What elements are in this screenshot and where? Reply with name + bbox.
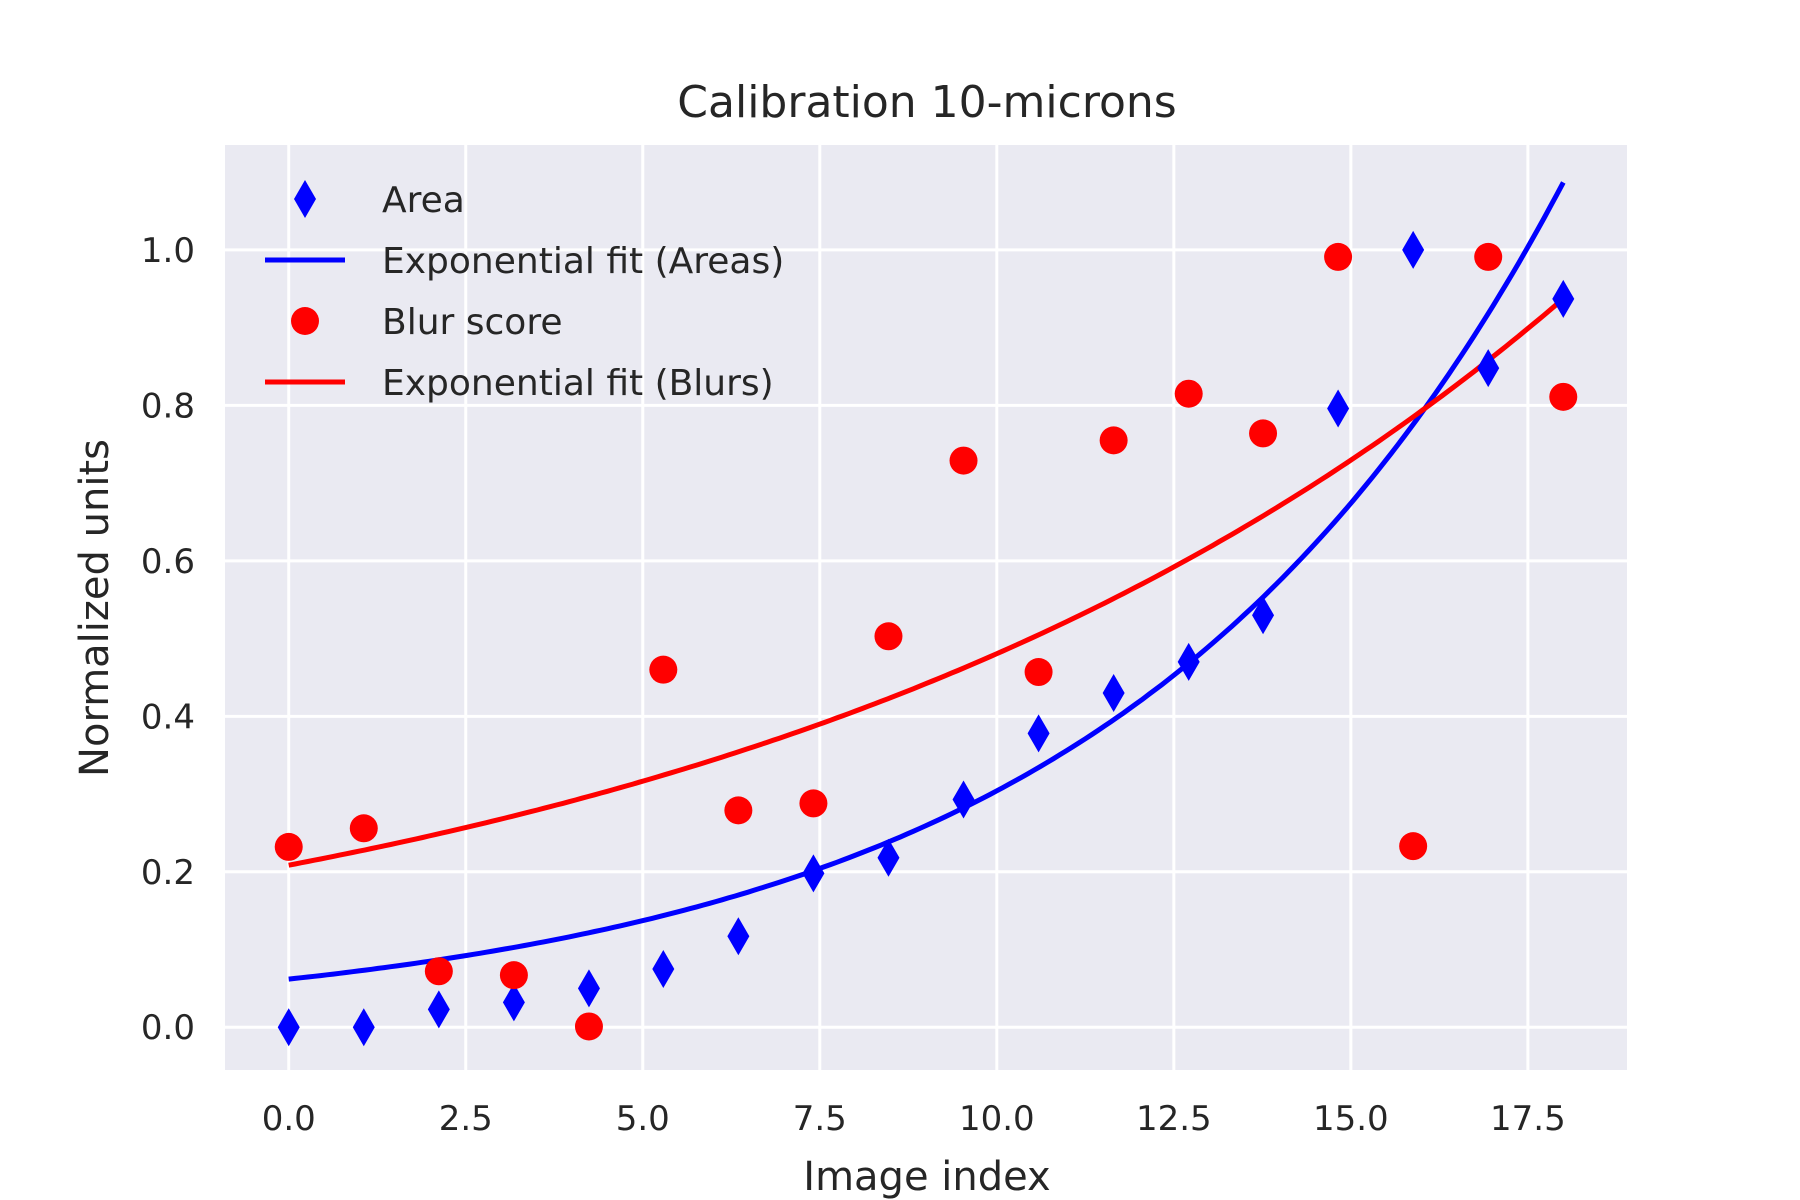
blur-point bbox=[574, 1012, 603, 1041]
area-point bbox=[1027, 714, 1050, 753]
area-point bbox=[1402, 230, 1425, 269]
area-point bbox=[1327, 389, 1350, 428]
blur-point bbox=[874, 622, 903, 651]
blur-point bbox=[1024, 658, 1053, 687]
legend: Area Exponential fit (Areas) Blur score Exp… bbox=[265, 180, 784, 404]
x-tick-label: 5.0 bbox=[616, 1099, 670, 1139]
grid bbox=[225, 145, 1627, 1070]
y-axis-label: Normalized units bbox=[72, 439, 118, 777]
blur-point bbox=[349, 814, 378, 843]
area-point bbox=[1477, 349, 1500, 388]
y-tick-label: 0.4 bbox=[141, 697, 195, 737]
blur-point bbox=[1549, 382, 1578, 411]
series-layer bbox=[274, 181, 1578, 1047]
y-tick-label: 0.6 bbox=[141, 542, 195, 582]
y-tick-labels: 0.0 0.2 0.4 0.6 0.8 1.0 bbox=[141, 231, 195, 1048]
blur-point bbox=[424, 957, 453, 986]
x-tick-label: 2.5 bbox=[439, 1099, 493, 1139]
blur-point bbox=[799, 789, 828, 818]
blur-point bbox=[1249, 419, 1278, 448]
area-point bbox=[277, 1008, 300, 1047]
x-tick-labels: 0.0 2.5 5.0 7.5 10.0 12.5 15.0 17.5 bbox=[262, 1099, 1566, 1139]
x-tick-label: 7.5 bbox=[793, 1099, 847, 1139]
x-tick-label: 17.5 bbox=[1490, 1099, 1566, 1139]
blur-point bbox=[949, 446, 978, 475]
legend-label: Exponential fit (Areas) bbox=[382, 241, 784, 282]
area-point bbox=[352, 1008, 375, 1047]
fit-line-ff0000 bbox=[288, 296, 1565, 868]
x-tick-label: 12.5 bbox=[1136, 1099, 1212, 1139]
x-tick-label: 0.0 bbox=[262, 1099, 316, 1139]
area-point bbox=[427, 990, 450, 1029]
area-point bbox=[652, 949, 675, 988]
series-circle bbox=[274, 242, 1578, 1041]
legend-label: Exponential fit (Blurs) bbox=[382, 363, 774, 404]
blur-point bbox=[274, 832, 303, 861]
area-point bbox=[1552, 279, 1575, 318]
area-point bbox=[577, 969, 600, 1008]
area-point bbox=[952, 780, 975, 819]
legend-label: Area bbox=[382, 180, 465, 221]
area-point bbox=[802, 854, 825, 893]
y-tick-label: 0.0 bbox=[141, 1008, 195, 1048]
blur-point bbox=[1324, 242, 1353, 271]
area-point bbox=[502, 983, 525, 1022]
x-axis-label: Image index bbox=[803, 1154, 1050, 1200]
blur-point bbox=[724, 796, 753, 825]
blur-point bbox=[1099, 426, 1128, 455]
series-thin-diamond bbox=[277, 230, 1575, 1047]
legend-circle-swatch bbox=[291, 307, 319, 335]
legend-diamond-swatch bbox=[294, 180, 316, 218]
blur-point bbox=[499, 961, 528, 990]
x-tick-label: 15.0 bbox=[1313, 1099, 1389, 1139]
blur-point bbox=[1474, 242, 1503, 271]
area-point bbox=[877, 838, 900, 877]
plot-area bbox=[225, 145, 1627, 1070]
blur-point bbox=[1399, 832, 1428, 861]
y-tick-label: 0.8 bbox=[141, 386, 195, 426]
area-point bbox=[1102, 674, 1125, 713]
area-point bbox=[1177, 642, 1200, 681]
area-point bbox=[727, 917, 750, 956]
area-point bbox=[1252, 596, 1275, 635]
legend-label: Blur score bbox=[382, 302, 563, 343]
blur-point bbox=[1174, 379, 1203, 408]
y-tick-label: 0.2 bbox=[141, 853, 195, 893]
x-tick-label: 10.0 bbox=[959, 1099, 1035, 1139]
fit-line-0000ff bbox=[288, 181, 1566, 982]
chart-title: Calibration 10-microns bbox=[677, 77, 1176, 128]
blur-point bbox=[649, 655, 678, 684]
y-tick-label: 1.0 bbox=[141, 231, 195, 271]
